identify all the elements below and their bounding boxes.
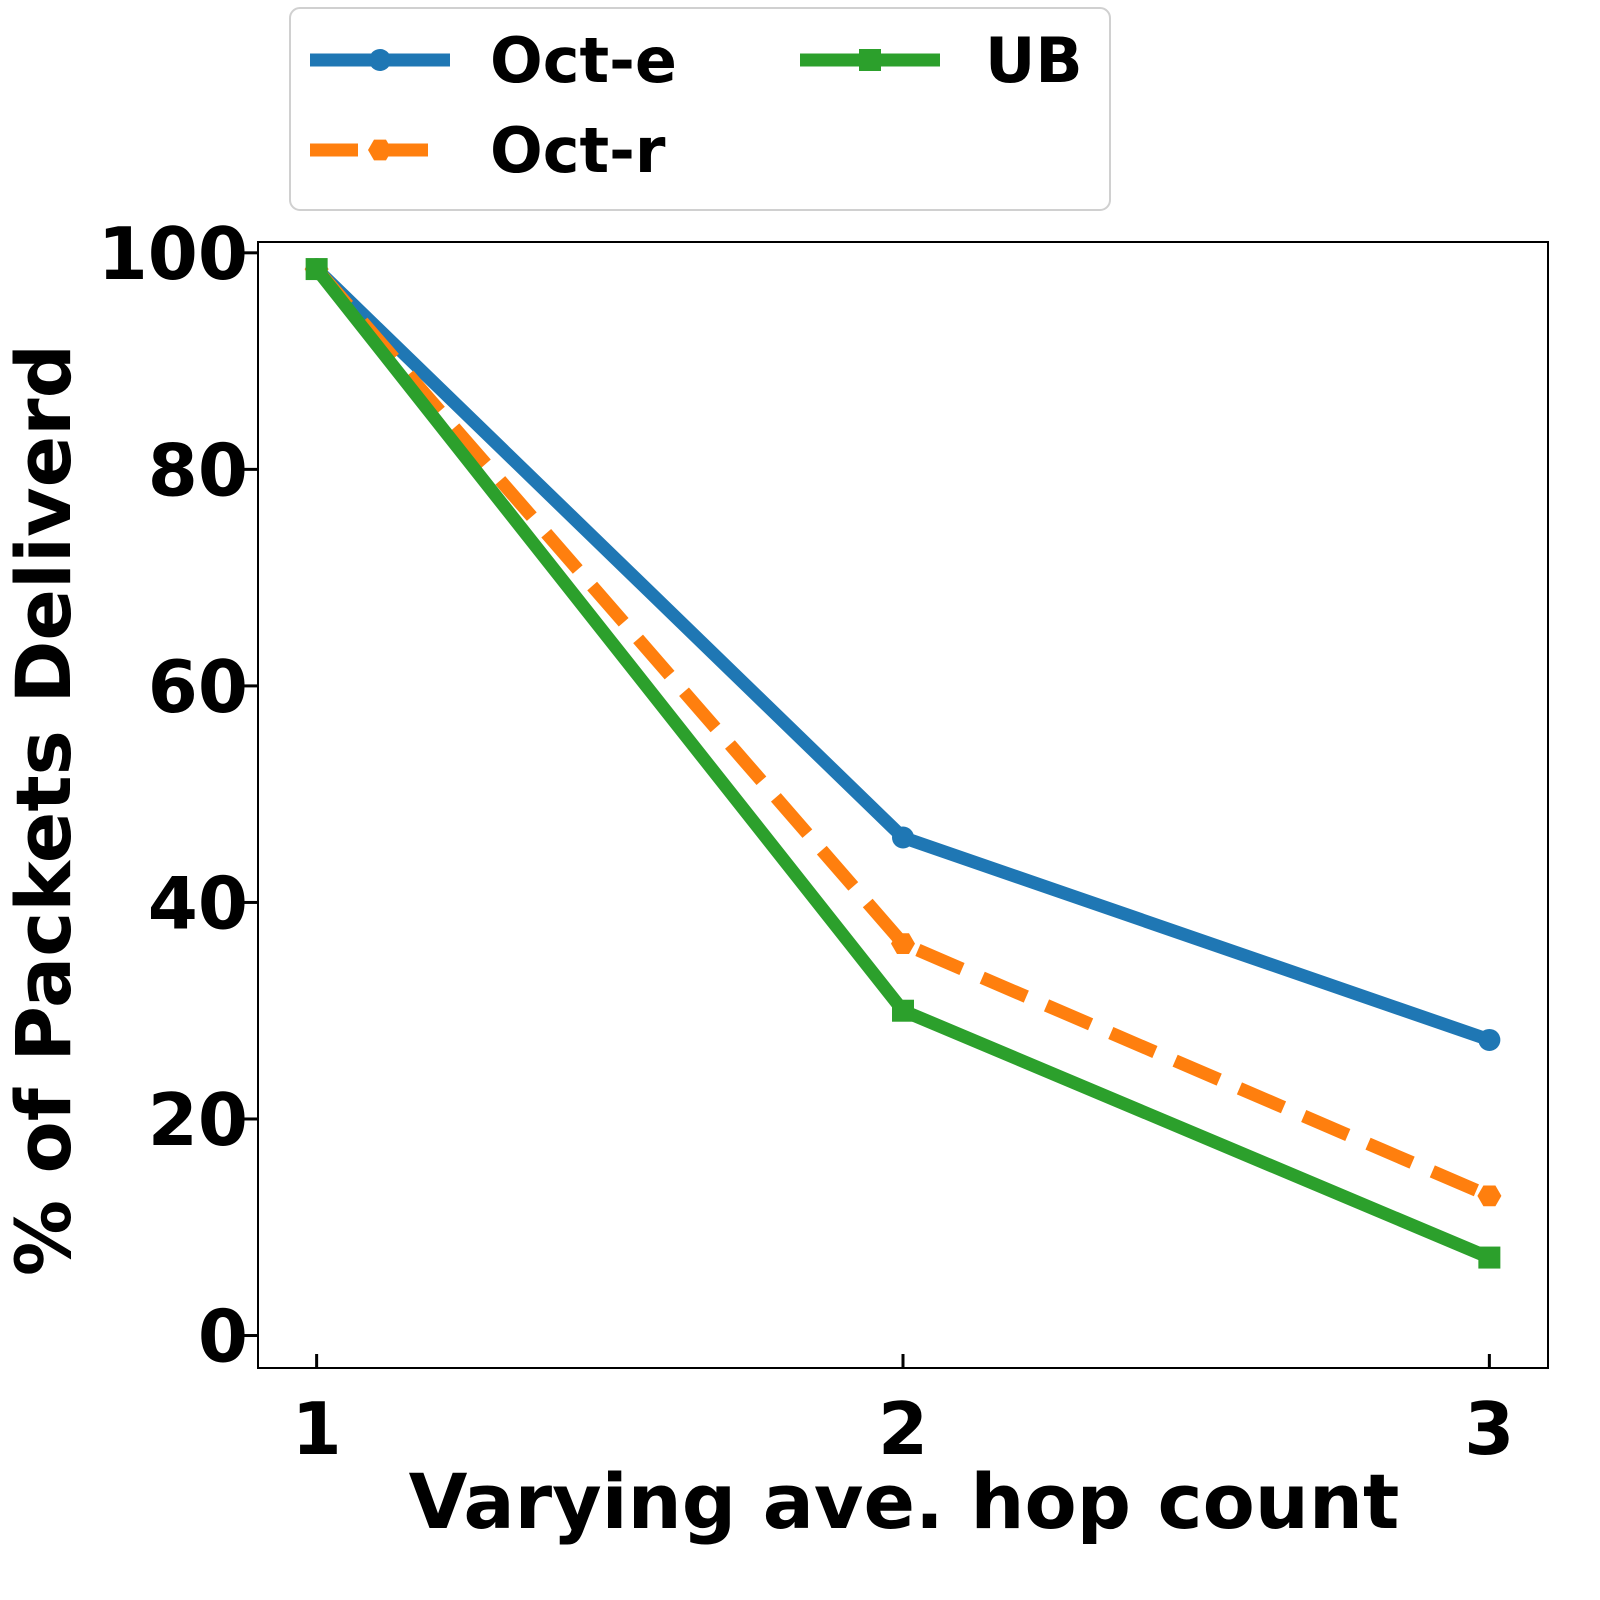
series-line-oct-r xyxy=(311,264,1492,1202)
data-point-oct-e xyxy=(1478,1028,1501,1051)
series-ub xyxy=(305,258,1501,1269)
x-axis: 1 2 3 xyxy=(292,1354,1514,1471)
series-line-ub xyxy=(311,265,1492,1264)
data-point-oct-r xyxy=(1477,1185,1502,1207)
legend-marker-oct-e xyxy=(369,49,391,71)
legend-item-ub: UB xyxy=(800,24,1083,97)
legend-item-oct-r: Oct-r xyxy=(310,114,666,187)
y-tick-label: 20 xyxy=(148,1078,248,1162)
legend: Oct-e Oct-r UB xyxy=(289,7,1111,211)
legend-marker-oct-r xyxy=(368,139,392,161)
x-tick-label: 1 xyxy=(292,1387,342,1471)
y-tick-label: 60 xyxy=(148,645,248,729)
legend-label-oct-r: Oct-r xyxy=(490,114,666,187)
legend-marker-ub xyxy=(859,49,881,71)
y-tick-label: 40 xyxy=(148,861,248,945)
data-point-ub xyxy=(892,999,914,1022)
data-point-oct-r xyxy=(891,933,915,954)
series-oct-r xyxy=(304,258,1502,1207)
x-tick-label: 2 xyxy=(878,1387,928,1471)
x-axis-label: Varying ave. hop count xyxy=(409,1457,1400,1546)
y-axis-label: % of Packets Deliverd xyxy=(0,344,88,1276)
legend-label-oct-e: Oct-e xyxy=(490,24,677,97)
data-point-oct-e xyxy=(892,826,914,849)
y-tick-label: 0 xyxy=(198,1295,248,1379)
series-oct-e xyxy=(305,258,1501,1051)
legend-label-ub: UB xyxy=(985,24,1083,97)
series-line-oct-e xyxy=(312,264,1492,1047)
x-tick-label: 3 xyxy=(1464,1387,1514,1471)
y-tick-label: 80 xyxy=(148,428,248,512)
data-point-ub xyxy=(305,258,328,281)
y-tick-label: 100 xyxy=(98,212,248,296)
data-point-ub xyxy=(1478,1246,1501,1269)
legend-item-oct-e: Oct-e xyxy=(310,24,677,97)
plot-area xyxy=(257,241,1549,1369)
y-axis: 0 20 40 60 80 100 xyxy=(98,212,258,1379)
